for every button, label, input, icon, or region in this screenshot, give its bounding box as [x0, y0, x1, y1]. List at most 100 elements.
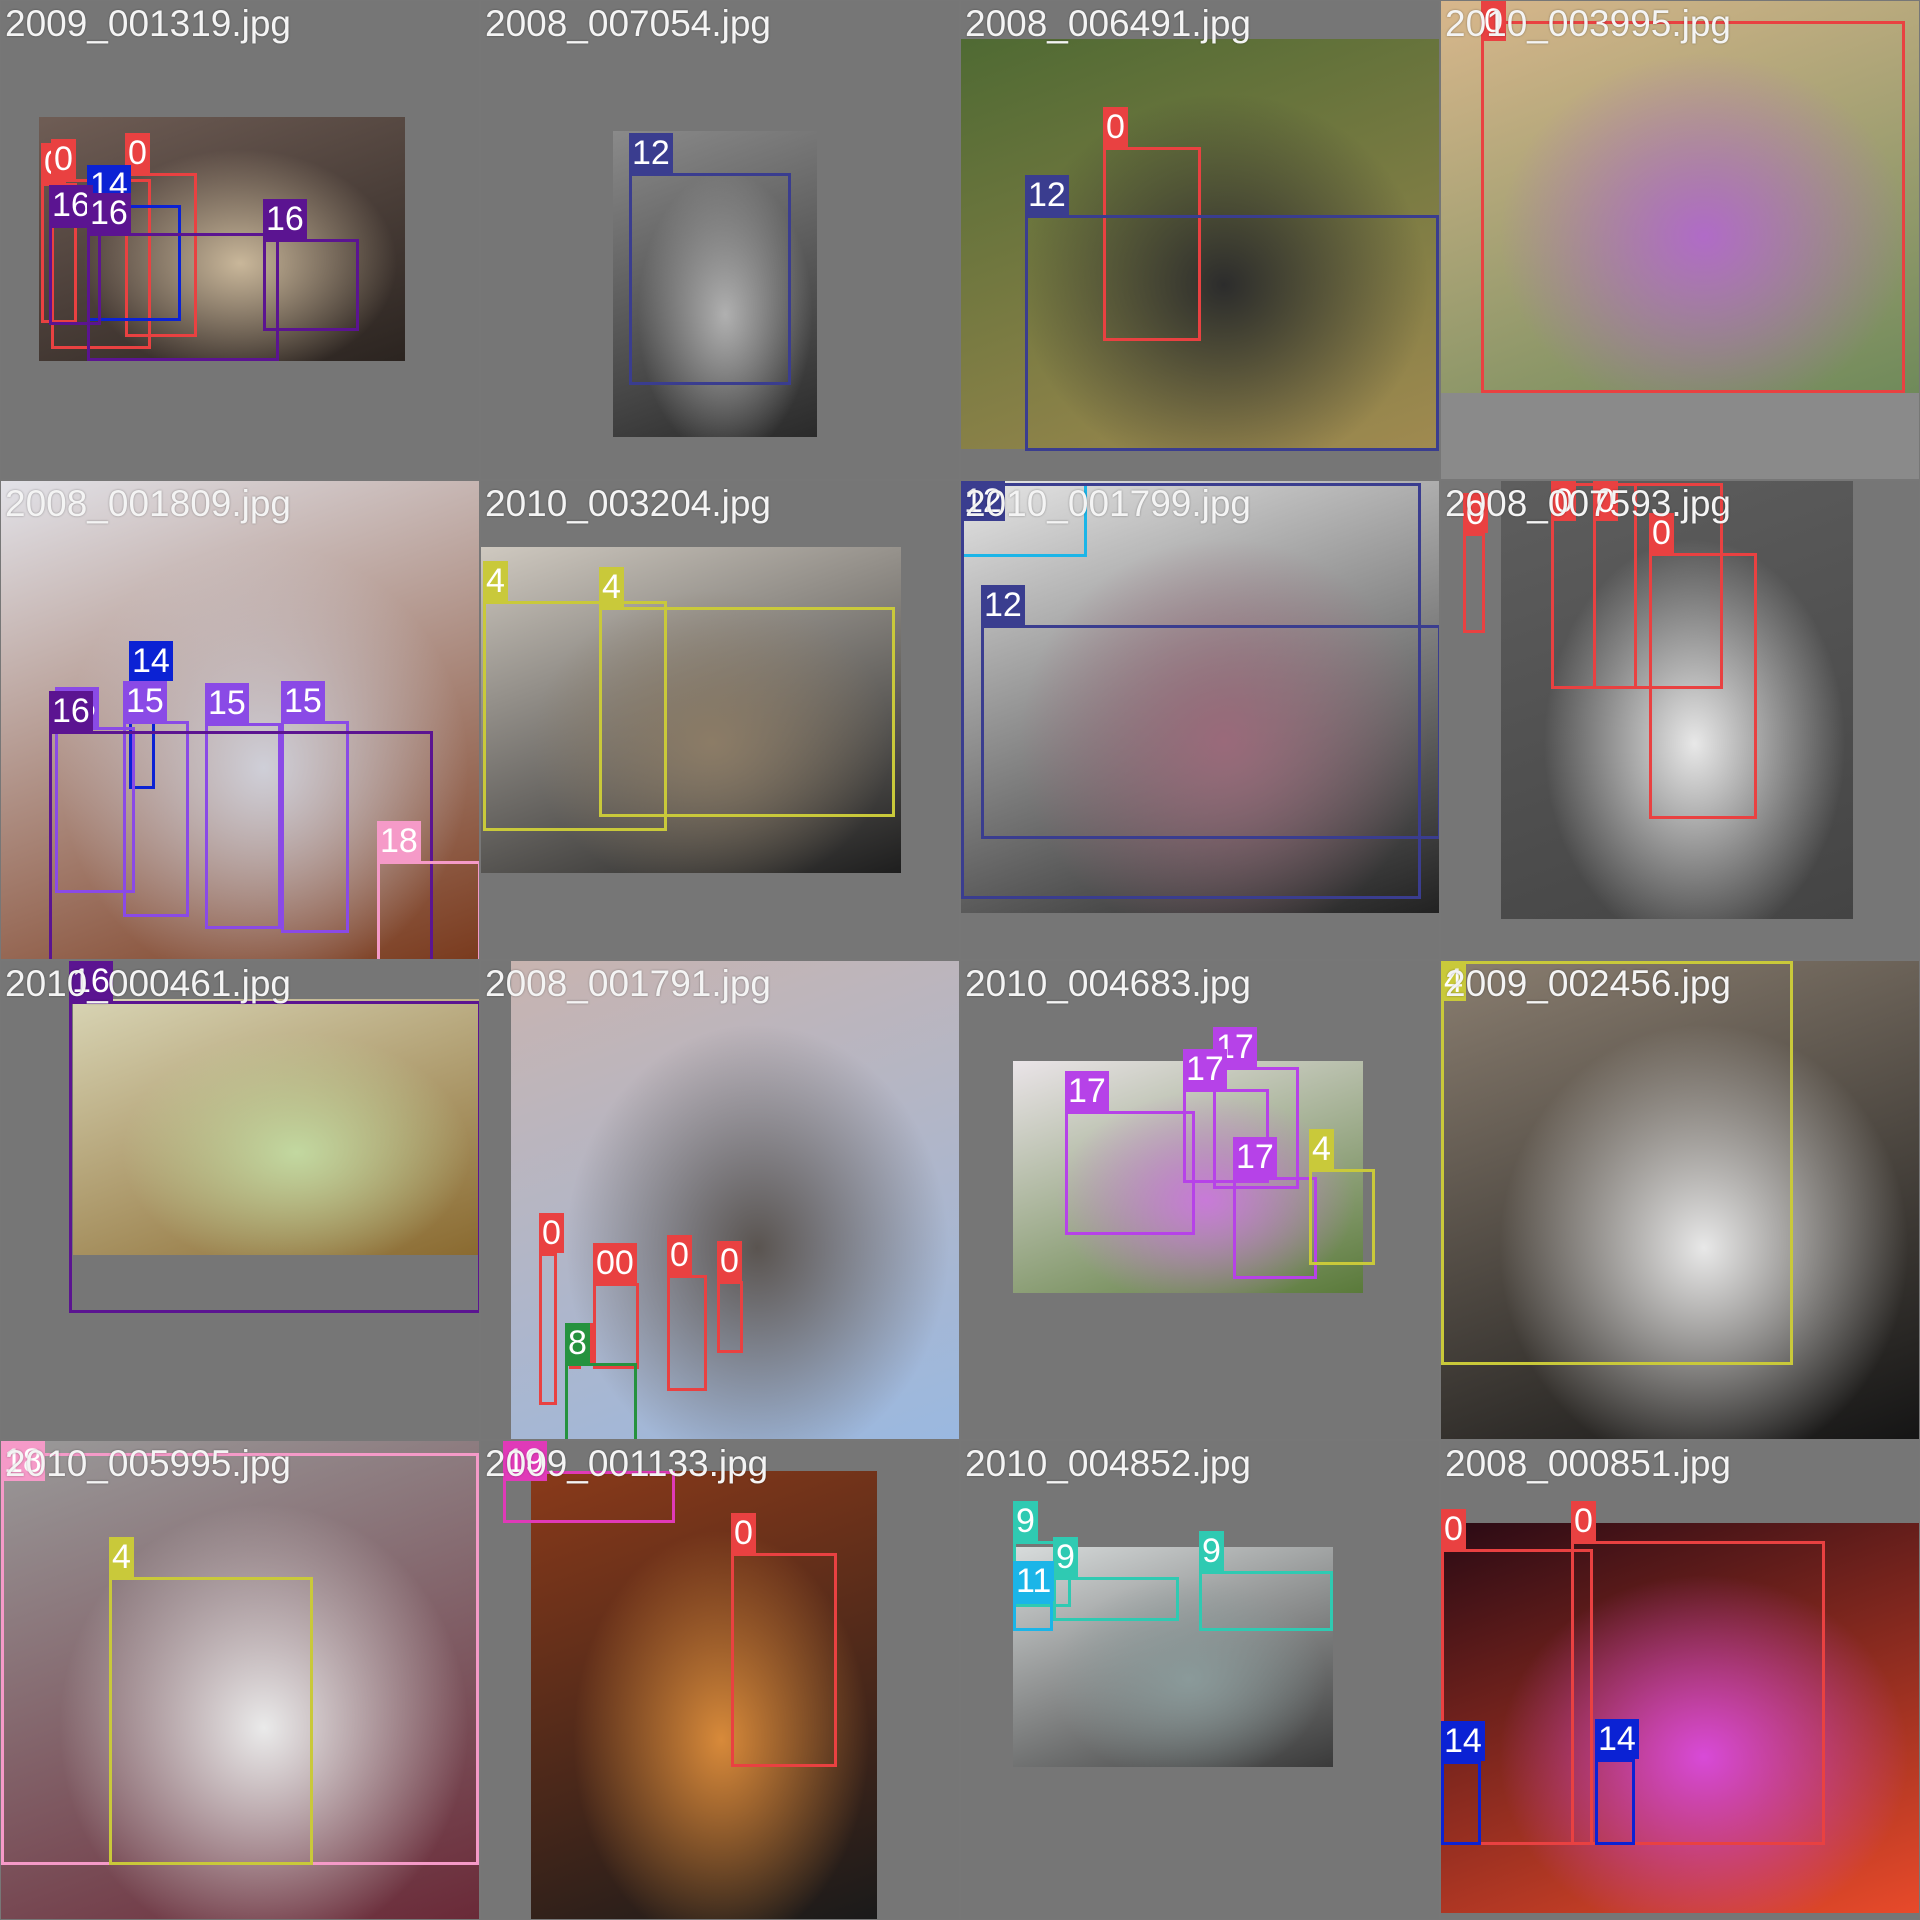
- filename-label: 2008_007054.jpg: [485, 3, 772, 44]
- bounding-box: [125, 173, 197, 337]
- bounding-box: [1199, 1571, 1333, 1631]
- class-label: 9: [1013, 1501, 1038, 1541]
- class-label: 0: [717, 1241, 742, 1281]
- filename-label: 2010_005995.jpg: [5, 1443, 292, 1484]
- class-label: 17: [1213, 1027, 1257, 1067]
- bounding-box: [599, 607, 895, 817]
- bounding-box: [981, 625, 1439, 839]
- class-label: 4: [1441, 961, 1466, 1001]
- filename-label: 2010_000461.jpg: [5, 963, 292, 1004]
- class-label: 16: [263, 199, 307, 239]
- bounding-box: [49, 225, 101, 325]
- bounding-box: [1481, 21, 1905, 393]
- bounding-box: [629, 173, 791, 385]
- class-label: 16: [49, 185, 93, 225]
- bounding-box: [483, 601, 667, 831]
- class-label: 12: [1025, 175, 1069, 215]
- image-tile: 0 2010_003995.jpg: [1441, 1, 1919, 479]
- bounding-box: [731, 1553, 837, 1767]
- class-label: 0: [1551, 481, 1576, 521]
- image-tile: 19 0 2009_001133.jpg: [481, 1441, 959, 1919]
- class-label: 4: [109, 1537, 134, 1577]
- bounding-box: [1065, 1111, 1195, 1235]
- filename-label: 2010_004683.jpg: [965, 963, 1252, 1004]
- filename-label: 2009_002456.jpg: [1445, 963, 1732, 1004]
- filename-label: 2008_007593.jpg: [1445, 483, 1732, 524]
- filename-label: 2008_000851.jpg: [1445, 1443, 1732, 1484]
- class-label: 0: [1463, 493, 1488, 533]
- class-label: 4: [483, 561, 508, 601]
- bounding-box: [87, 233, 279, 361]
- filename-label: 2009_001133.jpg: [485, 1443, 769, 1484]
- class-label: 17: [1233, 1137, 1277, 1177]
- bounding-box: [503, 1471, 675, 1523]
- image-tile: 16 2010_000461.jpg: [1, 961, 479, 1439]
- bounding-box: [1593, 483, 1723, 689]
- photo: [73, 999, 479, 1255]
- bounding-box: [69, 1001, 479, 1313]
- bounding-box: [667, 1275, 707, 1391]
- class-label: 19: [503, 1441, 547, 1481]
- image-tile: 0 0 14 14 2008_000851.jpg: [1441, 1441, 1919, 1919]
- filename-label: 2010_004852.jpg: [965, 1443, 1252, 1484]
- class-label: 14: [1595, 1719, 1639, 1759]
- class-label: 18: [377, 821, 421, 861]
- class-label: 16: [69, 961, 113, 1001]
- bounding-box: [565, 1363, 637, 1439]
- bounding-box: [1233, 1177, 1317, 1279]
- bounding-box: [55, 727, 135, 893]
- photo: [613, 131, 817, 437]
- class-label: 0: [1593, 481, 1618, 521]
- bounding-box: [1103, 147, 1201, 341]
- class-label: 9: [1199, 1531, 1224, 1571]
- bounding-box: [1053, 1577, 1179, 1621]
- class-label: 4: [599, 567, 624, 607]
- bounding-box: [263, 239, 359, 331]
- image-tile: 0 0 0 0 2008_007593.jpg: [1441, 481, 1919, 959]
- filename-label: 2008_001791.jpg: [485, 963, 772, 1004]
- photo: [961, 481, 1439, 913]
- class-label: 9: [1053, 1537, 1078, 1577]
- class-label: 15: [123, 681, 167, 721]
- image-tile: 12 2008_007054.jpg: [481, 1, 959, 479]
- image-tile: 9 9 9 11 2010_004852.jpg: [961, 1441, 1439, 1919]
- class-label: 0: [667, 1235, 692, 1275]
- bounding-box: [1441, 1761, 1481, 1845]
- class-label: 15: [281, 681, 325, 721]
- class-label: 8: [565, 1323, 590, 1363]
- class-label: 0: [1481, 1, 1506, 41]
- class-label: 0: [1571, 1501, 1596, 1541]
- class-label: 12: [981, 585, 1025, 625]
- bounding-box: [1595, 1759, 1635, 1845]
- bounding-box: [1441, 1549, 1593, 1845]
- bounding-box: [1183, 1089, 1269, 1183]
- bounding-box: [1013, 1601, 1053, 1631]
- class-label: 0: [539, 1213, 564, 1253]
- filename-label: 2008_001809.jpg: [5, 483, 292, 524]
- class-label: 18: [1, 1441, 45, 1481]
- image-tile: 0 12 2008_006491.jpg: [961, 1, 1439, 479]
- photo: [1441, 961, 1919, 1439]
- bounding-box: [1463, 533, 1485, 633]
- photo: [1, 1441, 479, 1919]
- filename-label: 2009_001319.jpg: [5, 3, 292, 44]
- bounding-box: [1213, 1067, 1299, 1189]
- filename-label: 2010_003204.jpg: [485, 483, 772, 524]
- image-tile: 4 2009_002456.jpg: [1441, 961, 1919, 1439]
- class-label: 12: [961, 481, 1005, 521]
- filename-label: 2010_001799.jpg: [965, 483, 1252, 524]
- class-label: 14: [1441, 1721, 1485, 1761]
- bounding-box: [377, 861, 479, 959]
- bounding-box: [593, 1283, 639, 1369]
- bounding-box: [281, 721, 349, 933]
- class-label: 15: [205, 683, 249, 723]
- class-label: 12: [629, 133, 673, 173]
- bounding-box: [49, 731, 433, 959]
- bounding-box: [1025, 215, 1439, 451]
- photo: [531, 1471, 877, 1919]
- bounding-box: [41, 183, 77, 323]
- bounding-box: [1571, 1541, 1825, 1845]
- image-tile: 1112122010_001799.jpg: [961, 481, 1439, 959]
- bounding-box: [717, 1281, 743, 1353]
